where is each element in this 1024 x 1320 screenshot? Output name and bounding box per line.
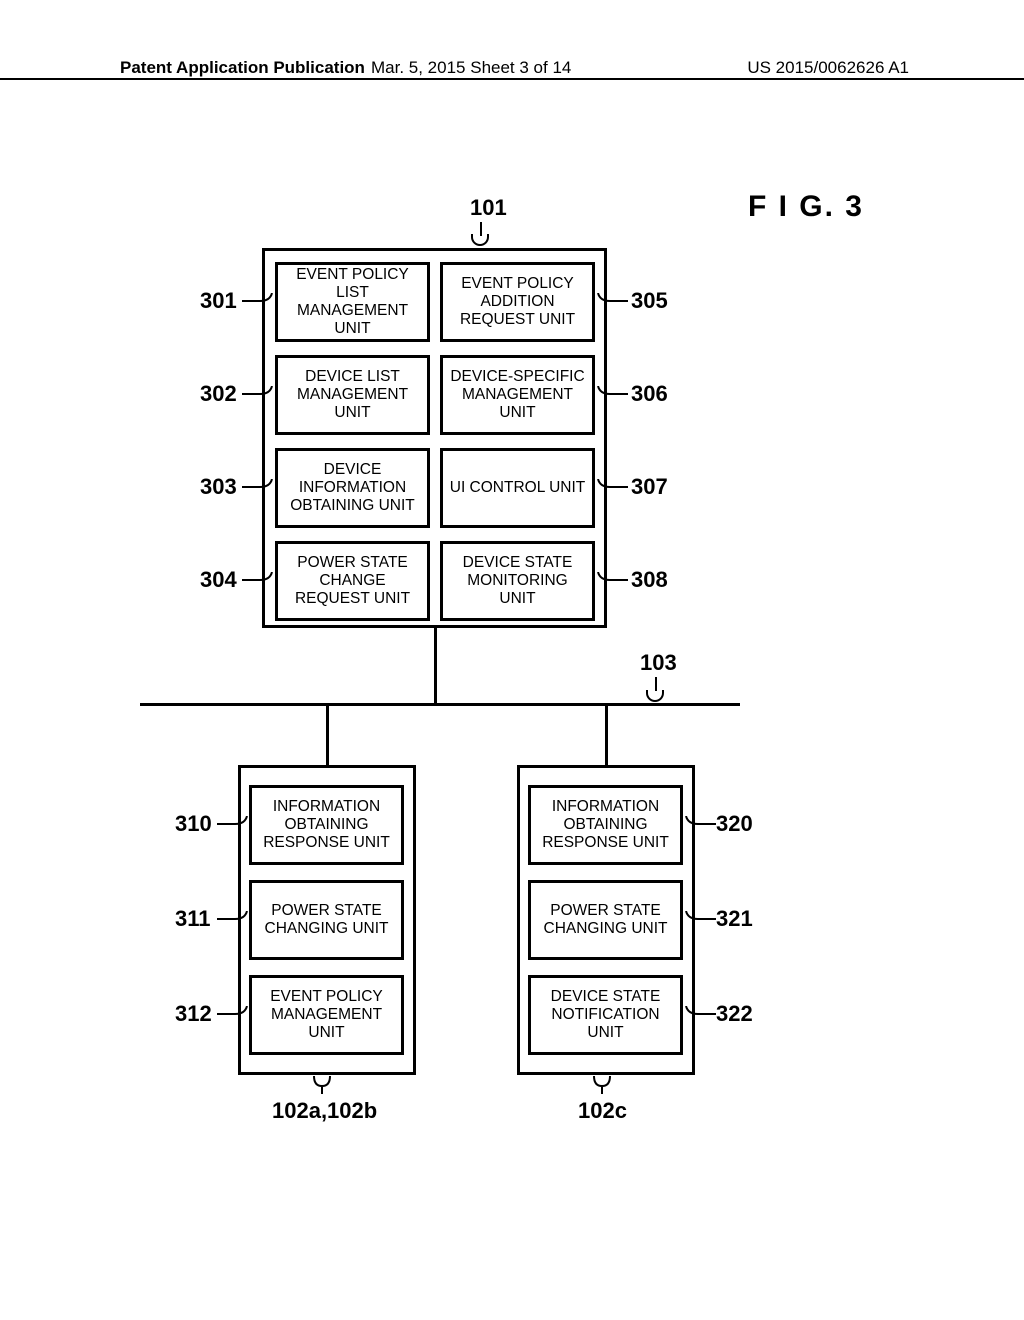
header-right: US 2015/0062626 A1 [747, 58, 909, 78]
block-304-text: POWER STATECHANGEREQUEST UNIT [295, 554, 410, 607]
block-311-text: POWER STATECHANGING UNIT [265, 902, 389, 938]
ref-103: 103 [640, 650, 677, 676]
block-303-text: DEVICEINFORMATIONOBTAINING UNIT [290, 461, 415, 514]
block-312: EVENT POLICYMANAGEMENTUNIT [249, 975, 404, 1055]
block-311: POWER STATECHANGING UNIT [249, 880, 404, 960]
block-312-text: EVENT POLICYMANAGEMENTUNIT [270, 988, 383, 1041]
lead-310 [217, 816, 250, 832]
lead-304 [242, 572, 275, 588]
lead-305 [595, 293, 628, 309]
hook-102c [590, 1076, 614, 1094]
block-302: DEVICE LISTMANAGEMENTUNIT [275, 355, 430, 435]
block-310: INFORMATIONOBTAININGRESPONSE UNIT [249, 785, 404, 865]
ref-101: 101 [470, 195, 507, 221]
lead-311 [217, 911, 250, 927]
block-308-text: DEVICE STATEMONITORINGUNIT [463, 554, 573, 607]
ref-301: 301 [200, 288, 237, 314]
block-305-text: EVENT POLICYADDITIONREQUEST UNIT [460, 275, 575, 328]
block-308: DEVICE STATEMONITORINGUNIT [440, 541, 595, 621]
ref-101-hook [471, 234, 489, 246]
ref-312: 312 [175, 1001, 212, 1027]
ref-103-hook [646, 690, 664, 702]
block-321: POWER STATECHANGING UNIT [528, 880, 683, 960]
conn-bus-right [605, 703, 608, 765]
block-322: DEVICE STATENOTIFICATIONUNIT [528, 975, 683, 1055]
block-303: DEVICEINFORMATIONOBTAINING UNIT [275, 448, 430, 528]
conn-bus-left [326, 703, 329, 765]
header-mid: Mar. 5, 2015 Sheet 3 of 14 [371, 58, 571, 78]
diagram-area: 101 EVENT POLICYLISTMANAGEMENTUNIT DEVIC… [0, 180, 1024, 1230]
block-306: DEVICE-SPECIFICMANAGEMENTUNIT [440, 355, 595, 435]
header-left: Patent Application Publication [120, 58, 365, 78]
lead-321 [683, 911, 716, 927]
ref-102ab: 102a,102b [272, 1098, 377, 1124]
block-306-text: DEVICE-SPECIFICMANAGEMENTUNIT [450, 368, 584, 421]
lead-301 [242, 293, 275, 309]
ref-310: 310 [175, 811, 212, 837]
block-320: INFORMATIONOBTAININGRESPONSE UNIT [528, 785, 683, 865]
ref-308: 308 [631, 567, 668, 593]
lead-322 [683, 1006, 716, 1022]
ref-311: 311 [175, 906, 211, 932]
ref-321: 321 [716, 906, 753, 932]
block-305: EVENT POLICYADDITIONREQUEST UNIT [440, 262, 595, 342]
ref-302: 302 [200, 381, 237, 407]
hook-102ab [310, 1076, 334, 1094]
ref-322: 322 [716, 1001, 753, 1027]
lead-308 [595, 572, 628, 588]
lead-306 [595, 386, 628, 402]
ref-102c: 102c [578, 1098, 627, 1124]
lead-312 [217, 1006, 250, 1022]
ref-303: 303 [200, 474, 237, 500]
block-301: EVENT POLICYLISTMANAGEMENTUNIT [275, 262, 430, 342]
block-304: POWER STATECHANGEREQUEST UNIT [275, 541, 430, 621]
conn-101-bus [434, 628, 437, 703]
block-310-text: INFORMATIONOBTAININGRESPONSE UNIT [263, 798, 390, 851]
lead-320 [683, 816, 716, 832]
block-307: UI CONTROL UNIT [440, 448, 595, 528]
bus-103 [140, 703, 740, 706]
ref-320: 320 [716, 811, 753, 837]
block-321-text: POWER STATECHANGING UNIT [544, 902, 668, 938]
block-320-text: INFORMATIONOBTAININGRESPONSE UNIT [542, 798, 669, 851]
ref-305: 305 [631, 288, 668, 314]
block-301-text: EVENT POLICYLISTMANAGEMENTUNIT [296, 266, 409, 337]
ref-307: 307 [631, 474, 668, 500]
block-302-text: DEVICE LISTMANAGEMENTUNIT [297, 368, 408, 421]
ref-304: 304 [200, 567, 237, 593]
lead-303 [242, 479, 275, 495]
block-322-text: DEVICE STATENOTIFICATIONUNIT [551, 988, 661, 1041]
lead-302 [242, 386, 275, 402]
lead-307 [595, 479, 628, 495]
ref-103-lead [655, 677, 657, 691]
block-307-text: UI CONTROL UNIT [450, 479, 585, 497]
ref-306: 306 [631, 381, 668, 407]
